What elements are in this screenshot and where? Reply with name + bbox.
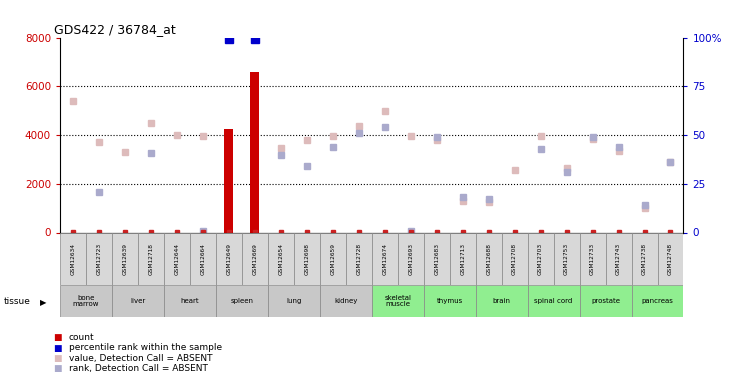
Text: GSM12674: GSM12674	[382, 243, 387, 275]
Text: GSM12654: GSM12654	[279, 243, 284, 275]
Text: GSM12649: GSM12649	[227, 243, 231, 275]
Bar	[476, 285, 528, 317]
Bar	[528, 285, 580, 317]
Text: GSM12733: GSM12733	[590, 243, 595, 275]
Text: tissue: tissue	[4, 297, 31, 306]
Text: GSM12728: GSM12728	[356, 243, 361, 275]
Bar	[224, 129, 233, 232]
Text: kidney: kidney	[334, 298, 357, 304]
Text: GSM12659: GSM12659	[330, 243, 336, 275]
Bar	[398, 232, 424, 285]
Text: skeletal
muscle: skeletal muscle	[385, 295, 412, 307]
Bar	[164, 232, 190, 285]
Text: ▶: ▶	[40, 298, 47, 307]
Text: lung: lung	[286, 298, 301, 304]
Text: prostate: prostate	[591, 298, 620, 304]
Text: rank, Detection Call = ABSENT: rank, Detection Call = ABSENT	[69, 364, 208, 374]
Text: GSM12698: GSM12698	[304, 243, 309, 275]
Bar	[190, 232, 216, 285]
Bar	[216, 285, 268, 317]
Text: ■: ■	[53, 333, 61, 342]
Text: percentile rank within the sample: percentile rank within the sample	[69, 344, 221, 352]
Text: GSM12688: GSM12688	[486, 243, 491, 275]
Text: GSM12738: GSM12738	[642, 243, 647, 275]
Text: GDS422 / 36784_at: GDS422 / 36784_at	[53, 23, 175, 36]
Bar	[86, 232, 112, 285]
Bar	[346, 232, 371, 285]
Text: GSM12708: GSM12708	[512, 243, 517, 275]
Bar	[112, 285, 164, 317]
Text: bone
marrow: bone marrow	[72, 295, 99, 307]
Text: GSM12693: GSM12693	[408, 243, 413, 275]
Bar	[632, 285, 683, 317]
Text: GSM12639: GSM12639	[122, 243, 127, 275]
Bar	[268, 232, 294, 285]
Bar	[632, 232, 657, 285]
Bar	[501, 232, 528, 285]
Bar	[424, 232, 450, 285]
Text: GSM12718: GSM12718	[148, 243, 154, 275]
Bar	[268, 285, 319, 317]
Text: GSM12703: GSM12703	[538, 243, 543, 275]
Text: GSM12743: GSM12743	[616, 243, 621, 275]
Bar	[319, 232, 346, 285]
Text: GSM12664: GSM12664	[200, 243, 205, 274]
Bar	[138, 232, 164, 285]
Bar	[164, 285, 216, 317]
Bar	[371, 285, 424, 317]
Text: GSM12669: GSM12669	[252, 243, 257, 274]
Bar	[371, 232, 398, 285]
Text: spinal cord: spinal cord	[534, 298, 572, 304]
Text: GSM12713: GSM12713	[460, 243, 465, 275]
Text: heart: heart	[181, 298, 199, 304]
Bar	[216, 232, 242, 285]
Text: GSM12748: GSM12748	[668, 243, 673, 275]
Bar	[60, 285, 112, 317]
Bar	[112, 232, 138, 285]
Text: GSM12723: GSM12723	[96, 243, 102, 275]
Text: GSM12644: GSM12644	[175, 243, 179, 275]
Text: liver: liver	[130, 298, 145, 304]
Bar	[476, 232, 501, 285]
Text: GSM12753: GSM12753	[564, 243, 569, 275]
Bar	[657, 232, 683, 285]
Text: ■: ■	[53, 364, 61, 374]
Text: ■: ■	[53, 354, 61, 363]
Text: value, Detection Call = ABSENT: value, Detection Call = ABSENT	[69, 354, 212, 363]
Bar	[242, 232, 268, 285]
Bar	[580, 232, 605, 285]
Bar	[580, 285, 632, 317]
Bar	[553, 232, 580, 285]
Bar	[319, 285, 371, 317]
Text: count: count	[69, 333, 94, 342]
Bar	[60, 232, 86, 285]
Bar	[450, 232, 476, 285]
Bar	[294, 232, 319, 285]
Text: GSM12634: GSM12634	[70, 243, 75, 275]
Text: brain: brain	[493, 298, 511, 304]
Text: ■: ■	[53, 344, 61, 352]
Text: spleen: spleen	[230, 298, 254, 304]
Bar	[250, 72, 260, 232]
Text: pancreas: pancreas	[642, 298, 673, 304]
Bar	[528, 232, 553, 285]
Text: thymus: thymus	[436, 298, 463, 304]
Bar	[424, 285, 476, 317]
Text: GSM12683: GSM12683	[434, 243, 439, 275]
Bar	[605, 232, 632, 285]
